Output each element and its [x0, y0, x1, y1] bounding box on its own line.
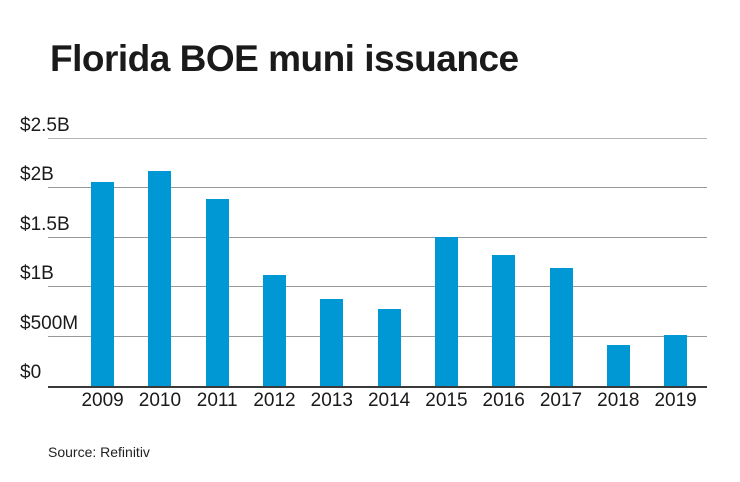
x-tick-label-2013: 2013 — [310, 390, 353, 411]
x-tick-label-2012: 2012 — [253, 390, 296, 411]
bar-2011 — [205, 199, 229, 386]
y-tick-label-1b: $1B — [20, 263, 54, 285]
x-tick-label-2018: 2018 — [597, 390, 640, 411]
x-tick-label-2011: 2011 — [196, 390, 238, 411]
bar-2014 — [377, 309, 401, 386]
x-tick-label-2014: 2014 — [367, 390, 411, 411]
bar-2015 — [434, 237, 458, 386]
source-note: Source: Refinitiv — [48, 444, 150, 460]
bar-2009 — [91, 182, 115, 386]
x-tick-label-2015: 2015 — [425, 390, 468, 411]
y-tick-label-0: $0 — [20, 362, 42, 383]
bar-2018 — [606, 345, 630, 386]
bar-2010 — [148, 171, 172, 386]
y-tick-label-1.5b: $1.5B — [20, 213, 70, 235]
gridline-1b — [48, 286, 707, 288]
y-tick-label-2.5b: $2.5B — [20, 115, 70, 136]
x-tick-label-2009: 2009 — [81, 390, 124, 411]
bar-2013 — [320, 299, 344, 386]
gridline-2.5b — [48, 138, 707, 139]
bar-2012 — [263, 275, 286, 386]
y-tick-label-2b: $2B — [20, 164, 54, 186]
y-tick-label-500m: $500M — [20, 312, 79, 334]
bar-2017 — [549, 268, 573, 386]
x-tick-label-2010: 2010 — [138, 390, 182, 411]
gridline-500m — [48, 335, 707, 337]
bar-2016 — [492, 255, 516, 386]
bar-2019 — [664, 335, 688, 386]
plot-area — [48, 138, 707, 388]
chart-title: Florida BOE muni issuance — [50, 38, 519, 79]
gridline-2b — [48, 187, 707, 189]
x-tick-label-2016: 2016 — [482, 390, 525, 411]
gridline-1.5b — [48, 236, 707, 238]
x-tick-label-2017: 2017 — [539, 390, 583, 411]
x-tick-label-2019: 2019 — [654, 390, 697, 411]
